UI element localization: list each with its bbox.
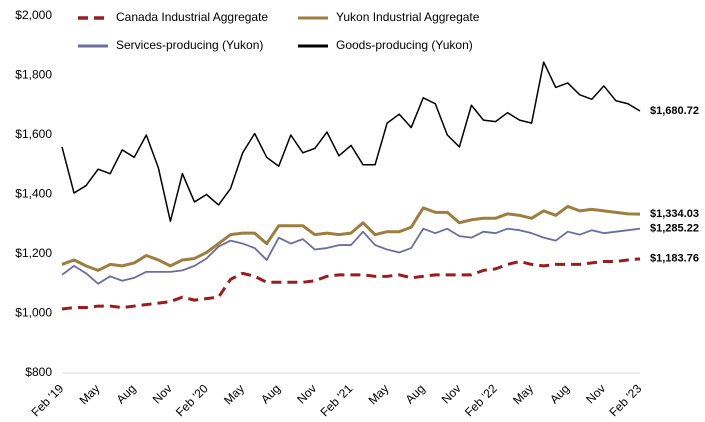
data-label: $1,285.22 bbox=[650, 223, 699, 235]
y-tick-label: $1,600 bbox=[15, 127, 52, 141]
x-tick-label: May bbox=[510, 381, 536, 407]
x-tick-label: May bbox=[221, 381, 247, 407]
y-tick-label: $2,000 bbox=[15, 8, 52, 22]
x-tick-label: Aug bbox=[403, 381, 428, 406]
y-tick-label: $800 bbox=[25, 365, 52, 379]
series-line bbox=[61, 257, 641, 311]
legend-label: Goods-producing (Yukon) bbox=[336, 38, 473, 52]
x-tick-label: Feb '22 bbox=[462, 381, 500, 419]
data-label: $1,334.03 bbox=[650, 208, 699, 220]
legend-label: Services-producing (Yukon) bbox=[116, 38, 263, 52]
y-tick-label: $1,200 bbox=[15, 246, 52, 260]
x-tick-label: Nov bbox=[439, 381, 464, 406]
x-tick-label: Feb '20 bbox=[173, 381, 211, 419]
x-tick-label: Nov bbox=[294, 381, 319, 406]
x-tick-label: Feb '19 bbox=[28, 381, 66, 419]
x-tick-label: Feb '21 bbox=[317, 381, 355, 419]
x-tick-label: Nov bbox=[150, 381, 175, 406]
legend-label: Yukon Industrial Aggregate bbox=[336, 10, 480, 24]
series-line bbox=[61, 227, 641, 285]
y-tick-label: $1,000 bbox=[15, 306, 52, 320]
data-label: $1,680.72 bbox=[650, 105, 699, 117]
x-tick-label: Nov bbox=[583, 381, 608, 406]
x-tick-label: Aug bbox=[547, 381, 572, 406]
x-tick-label: Aug bbox=[114, 381, 139, 406]
series-line bbox=[61, 61, 641, 223]
data-label: $1,183.76 bbox=[650, 253, 699, 265]
x-tick-label: May bbox=[77, 381, 103, 407]
x-tick-label: Feb '23 bbox=[606, 381, 644, 419]
series-line bbox=[61, 204, 641, 272]
x-tick-label: May bbox=[366, 381, 392, 407]
y-tick-label: $1,400 bbox=[15, 187, 52, 201]
legend-label: Canada Industrial Aggregate bbox=[116, 10, 268, 24]
y-tick-label: $1,800 bbox=[15, 68, 52, 82]
x-tick-label: Aug bbox=[258, 381, 283, 406]
